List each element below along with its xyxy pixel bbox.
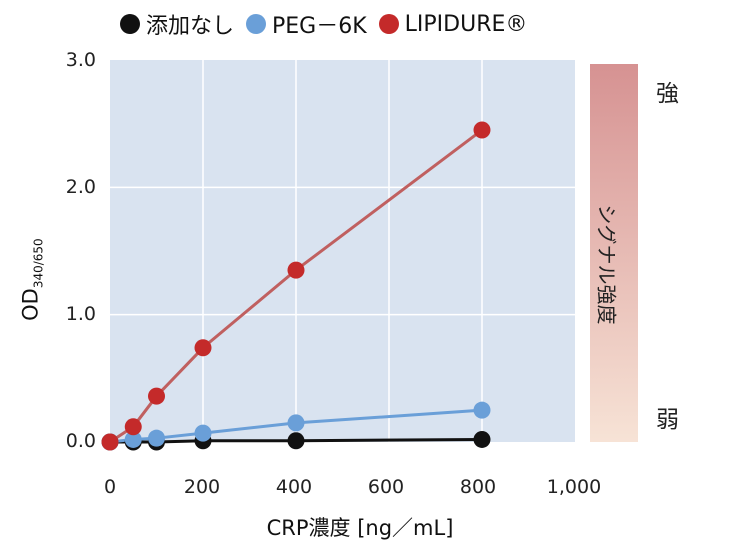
data-point-series-3 [124,418,142,436]
data-point-series-3 [473,121,491,139]
data-point-series-2 [124,430,142,448]
data-point-series-2 [473,401,491,419]
legend-marker-lipidure [378,14,399,34]
data-point-series-2 [148,429,165,447]
x-tick-label: 200 [183,476,221,498]
y-axis-label-main: OD [18,288,43,321]
data-point-series-2 [194,424,212,442]
data-point-series-2 [287,414,305,432]
data-point-series-1 [287,432,305,450]
signal-intensity-bar [590,64,638,442]
y-tick-label: 0.0 [65,430,96,452]
data-point-series-3 [101,433,119,451]
signal-high-label: 強 [656,81,679,107]
legend-item-none: 添加なし [120,8,234,40]
y-axis-label-subscript: 340/650 [31,238,46,289]
legend-label-lipidure: LIPIDURE® [404,11,528,37]
signal-low-label: 弱 [656,407,679,433]
x-tick-label: 600 [367,476,405,498]
legend-label-none: 添加なし [146,14,235,39]
signal-intensity-label: シグナル強度 [594,204,619,325]
y-tick-label: 2.0 [65,176,96,198]
legend-item-lipidure: LIPIDURE® [378,11,528,37]
x-tick-label: 800 [459,476,497,498]
plot-area [110,60,575,442]
legend-label-peg: PEG－6K [272,14,367,39]
legend: 添加なし PEG－6K LIPIDURE® [120,8,539,40]
x-tick-label: 0 [103,476,117,498]
legend-marker-peg [246,14,267,34]
legend-item-peg: PEG－6K [246,8,367,40]
legend-marker-none [120,14,140,34]
y-axis-label: OD340/650 [18,220,45,340]
y-tick-label: 3.0 [65,49,96,71]
data-point-series-1 [473,430,491,448]
y-tick-label: 1.0 [65,303,96,325]
x-axis-label: CRP濃度 [ng／mL] [266,516,454,540]
x-tick-label: 1,000 [546,476,602,498]
x-tick-label: 400 [275,476,313,498]
data-point-series-3 [194,339,212,357]
data-point-series-3 [148,387,165,405]
data-point-series-3 [287,261,305,279]
